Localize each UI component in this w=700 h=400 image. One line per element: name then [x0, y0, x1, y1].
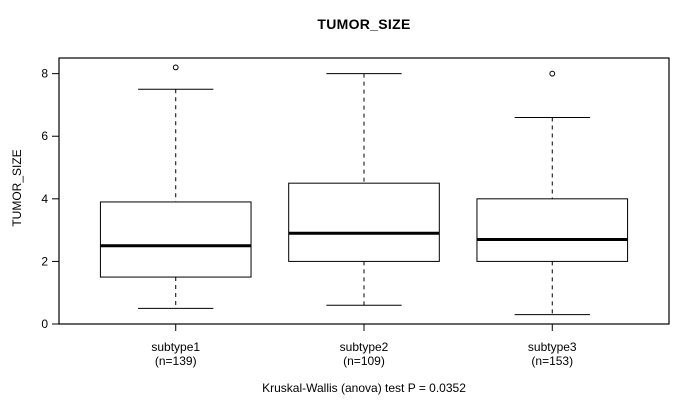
chart-title: TUMOR_SIZE	[317, 16, 411, 32]
outlier-point	[172, 64, 179, 71]
category-label: subtype3	[528, 340, 577, 354]
box-group-subtype2: subtype2(n=109)	[288, 73, 440, 368]
y-tick-label: 2	[41, 254, 48, 268]
box-rect	[476, 198, 629, 262]
outlier-point	[549, 70, 556, 77]
y-tick-label: 6	[41, 129, 48, 143]
box-rect	[99, 201, 252, 278]
box-group-subtype1: subtype1(n=139)	[99, 64, 252, 368]
y-tick-label: 0	[41, 317, 48, 331]
category-label: subtype2	[340, 340, 389, 354]
caption-text: Kruskal-Wallis (anova) test P = 0.0352	[262, 381, 466, 395]
category-sublabel: (n=153)	[531, 354, 573, 368]
box-rect	[288, 182, 440, 262]
category-sublabel: (n=109)	[343, 354, 385, 368]
y-tick-label: 8	[41, 67, 48, 81]
box-group-subtype3: subtype3(n=153)	[476, 70, 629, 368]
category-label: subtype1	[151, 340, 200, 354]
category-sublabel: (n=139)	[155, 354, 197, 368]
y-tick-label: 4	[41, 192, 48, 206]
